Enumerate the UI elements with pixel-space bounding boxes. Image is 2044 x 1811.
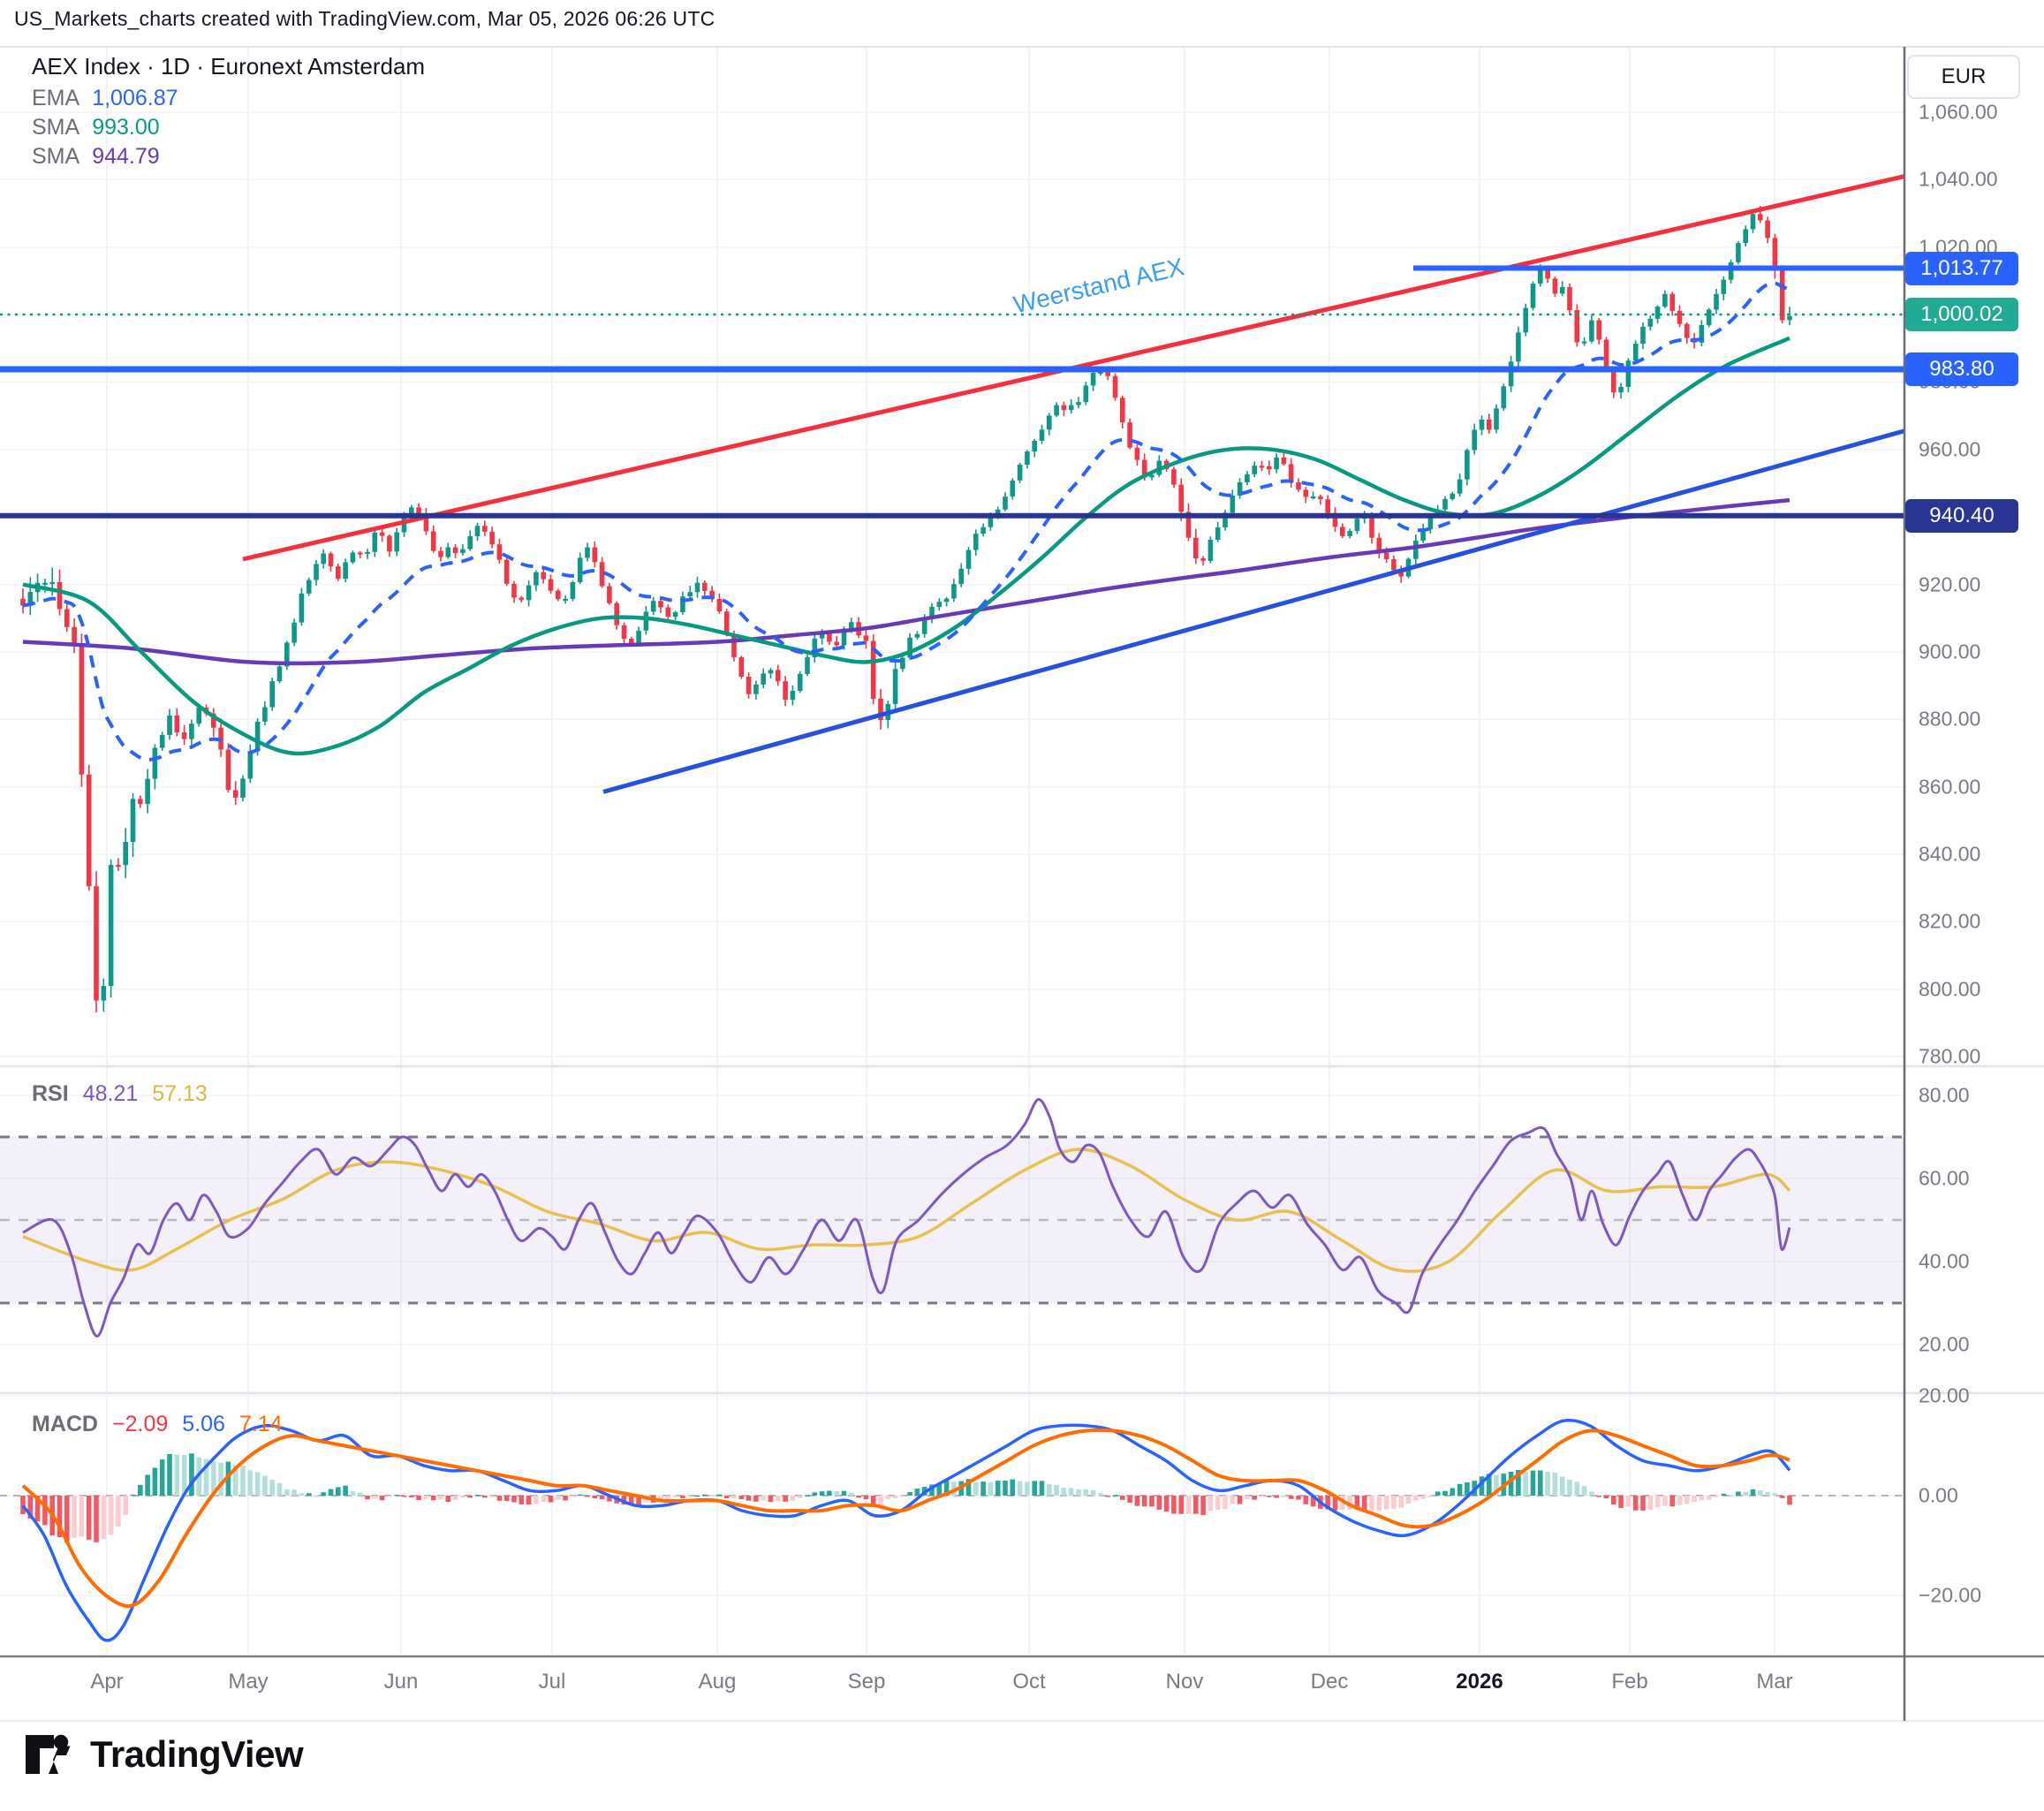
price-tick-880: 880.00 bbox=[1919, 707, 1981, 731]
price-tick-780: 780.00 bbox=[1919, 1044, 1981, 1068]
drawings[interactable] bbox=[0, 174, 1904, 794]
price-tick-920: 920.00 bbox=[1919, 572, 1981, 596]
ema-line bbox=[22, 281, 1790, 762]
page-title: US_Markets_charts created with TradingVi… bbox=[14, 7, 715, 30]
legend-row-rsi[interactable]: RSI 48.21 57.13 bbox=[32, 1081, 208, 1107]
rsi-value: 48.21 bbox=[82, 1081, 139, 1106]
currency-button[interactable]: EUR bbox=[1907, 55, 2020, 99]
price-tick-1060: 1,060.00 bbox=[1919, 100, 1998, 124]
rsi-ma-line bbox=[22, 1148, 1791, 1273]
pane-dividers[interactable] bbox=[0, 46, 2044, 1722]
time-label-Dec: Dec bbox=[1310, 1670, 1349, 1694]
time-label-Nov: Nov bbox=[1165, 1670, 1204, 1694]
sma-fast-line bbox=[22, 336, 1790, 756]
sma-fast-value: 993.00 bbox=[92, 115, 160, 140]
price-badge-support-983: 983.80 bbox=[1905, 352, 2018, 386]
rsi-tick-60: 60.00 bbox=[1919, 1166, 1970, 1190]
macd-signal-value: 7.14 bbox=[238, 1412, 283, 1436]
sma-slow-value: 944.79 bbox=[92, 144, 160, 169]
time-label-Sep: Sep bbox=[847, 1670, 886, 1694]
price-badge-resistance-1013: 1,013.77 bbox=[1905, 251, 2018, 285]
time-label-Mar: Mar bbox=[1756, 1670, 1793, 1694]
sma-fast-label: SMA bbox=[32, 115, 80, 140]
legend-row-sma-slow[interactable]: SMA 944.79 bbox=[32, 144, 160, 170]
rsi-label: RSI bbox=[32, 1081, 69, 1106]
rsi-line bbox=[22, 1098, 1791, 1338]
rsi-band bbox=[0, 1135, 1904, 1305]
macd-value: 5.06 bbox=[182, 1412, 225, 1436]
price-tick-960: 960.00 bbox=[1919, 437, 1981, 461]
tradingview-logo-text: TradingView bbox=[90, 1733, 304, 1775]
rsi-ma-value: 57.13 bbox=[152, 1081, 208, 1106]
time-label-Oct: Oct bbox=[1012, 1670, 1046, 1694]
rsi-tick-40: 40.00 bbox=[1919, 1249, 1970, 1273]
price-badge-last-price: 1,000.02 bbox=[1905, 298, 2018, 332]
legend-row-sma-fast[interactable]: SMA 993.00 bbox=[32, 115, 160, 140]
macd-line bbox=[21, 1418, 1791, 1642]
legend-row-macd[interactable]: MACD −2.09 5.06 7.14 bbox=[32, 1412, 283, 1437]
macd-tick-0: 0.00 bbox=[1919, 1483, 1958, 1507]
ema-value: 1,006.87 bbox=[92, 86, 178, 110]
time-label-Jul: Jul bbox=[538, 1670, 566, 1694]
price-tick-800: 800.00 bbox=[1919, 977, 1981, 1001]
time-label-Apr: Apr bbox=[90, 1670, 124, 1694]
tradingview-logo-icon bbox=[26, 1734, 71, 1774]
time-label-Aug: Aug bbox=[698, 1670, 737, 1694]
time-label-Jun: Jun bbox=[383, 1670, 419, 1694]
grid-lines bbox=[0, 47, 1904, 1655]
rsi-tick-80: 80.00 bbox=[1919, 1083, 1970, 1107]
macd-tick-20: 20.00 bbox=[1919, 1383, 1970, 1407]
sma-slow-label: SMA bbox=[32, 144, 80, 169]
price-badge-support-940: 940.40 bbox=[1905, 498, 2018, 533]
symbol-legend[interactable]: AEX Index · 1D · Euronext Amsterdam bbox=[32, 53, 426, 80]
time-label-Feb: Feb bbox=[1611, 1670, 1648, 1694]
price-tick-860: 860.00 bbox=[1919, 775, 1981, 799]
rising-support-channel bbox=[602, 428, 1904, 794]
rsi-tick-20: 20.00 bbox=[1919, 1332, 1970, 1356]
time-label-May: May bbox=[228, 1670, 269, 1694]
ema-label: EMA bbox=[32, 86, 80, 110]
price-tick-1040: 1,040.00 bbox=[1919, 167, 1998, 191]
legend-row-ema[interactable]: EMA 1,006.87 bbox=[32, 86, 178, 111]
macd-hist-value: −2.09 bbox=[112, 1412, 169, 1436]
candlestick-series bbox=[20, 206, 1792, 1012]
price-tick-820: 820.00 bbox=[1919, 909, 1981, 933]
macd-label: MACD bbox=[32, 1412, 98, 1436]
tradingview-logo[interactable]: TradingView bbox=[25, 1733, 304, 1776]
macd-tick--20: −20.00 bbox=[1919, 1583, 1981, 1607]
macd-signal-line bbox=[21, 1428, 1790, 1608]
price-tick-840: 840.00 bbox=[1919, 842, 1981, 866]
time-label-2026: 2026 bbox=[1456, 1670, 1503, 1694]
price-tick-900: 900.00 bbox=[1919, 640, 1981, 663]
sma-slow-line bbox=[22, 497, 1790, 666]
